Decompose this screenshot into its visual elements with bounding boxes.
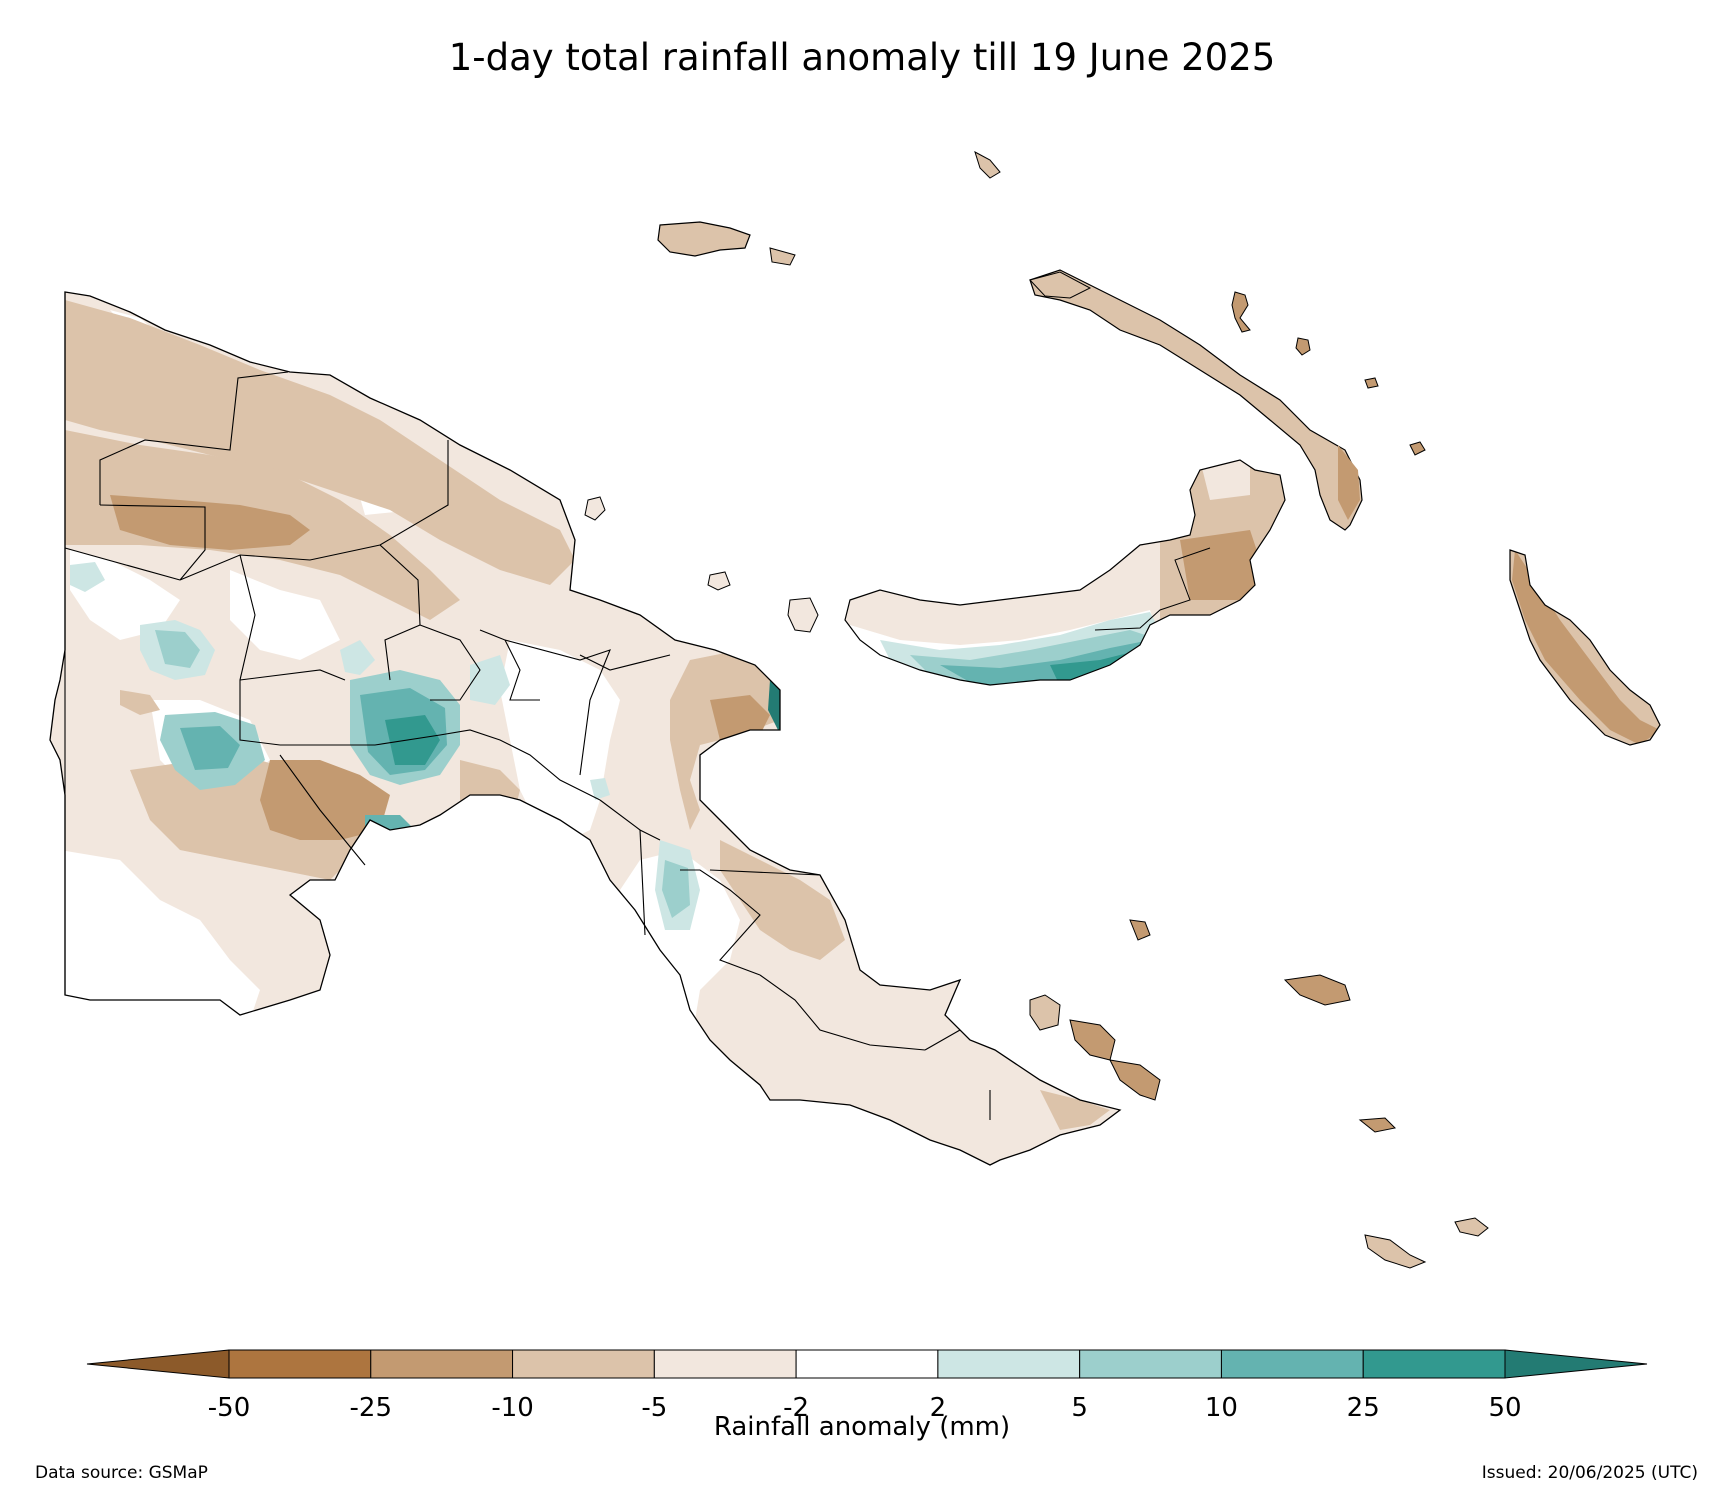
colorbar-tick-label: -5 <box>641 1393 667 1423</box>
new-ireland-brown <box>1338 445 1360 520</box>
colorbar-swatch <box>512 1349 655 1379</box>
tan-zone-madang <box>670 650 780 830</box>
mainland-outline <box>49 291 1122 1166</box>
colorbar-label: Rainfall anomaly (mm) <box>713 1412 1011 1442</box>
white-patch-hl2 <box>230 570 340 660</box>
brown-zone-madang <box>710 695 770 740</box>
blue-patch-enga-core <box>180 726 240 770</box>
tan-zone-morobe-coast <box>720 840 845 960</box>
mainland <box>49 291 1122 1166</box>
colorbar-tick-label: 5 <box>1071 1393 1088 1423</box>
colorbar-swatch <box>1079 1349 1222 1379</box>
new-ireland <box>1029 269 1363 531</box>
blue-patch-jiwaka <box>470 655 510 705</box>
white-zone-central <box>500 640 620 840</box>
colorbar-tick-label: -2 <box>783 1393 809 1423</box>
colorbar-swatch <box>795 1349 939 1379</box>
brown-zone-gulf <box>260 760 390 840</box>
map-title: 1-day total rainfall anomaly till 19 Jun… <box>448 36 1276 79</box>
blue-patch-north <box>340 640 375 675</box>
brown-band-sepik <box>110 495 310 550</box>
new-britain-outline <box>844 459 1286 686</box>
colorbar-ticks: -50 -25 -10 -5 -2 2 5 10 25 50 <box>208 1393 1522 1423</box>
blue-patch-hl-west-2 <box>155 630 200 668</box>
small-islands <box>584 150 1489 1269</box>
blue-patch-morobe-inland-2 <box>662 860 690 918</box>
nb-brown-east <box>1180 530 1265 600</box>
colorbar-swatch <box>228 1349 372 1379</box>
data-source-note: Data source: GSMaP <box>35 1463 208 1483</box>
tan-patch-sw <box>120 690 160 715</box>
blue-zone-highlands-core <box>385 715 440 765</box>
colorbar-swatches <box>86 1349 1648 1379</box>
blue-patch-west <box>70 562 105 592</box>
colorbar-extension-low <box>86 1349 230 1379</box>
colorbar-extension-high <box>1504 1349 1648 1379</box>
province-borders <box>64 292 991 1120</box>
colorbar-tick-label: 10 <box>1205 1393 1238 1423</box>
colorbar-swatch <box>370 1349 514 1379</box>
white-zone-southwest <box>60 850 260 1020</box>
blue-patch-sepik <box>590 778 610 800</box>
colorbar-swatch <box>937 1349 1081 1379</box>
colorbar-tick-label: -10 <box>491 1393 533 1423</box>
colorbar-tick-label: 2 <box>930 1393 947 1423</box>
colorbar-tick-label: -50 <box>208 1393 250 1423</box>
white-zone-morobe <box>620 850 760 1100</box>
colorbar-tick-label: 25 <box>1347 1393 1380 1423</box>
nb-blue-4 <box>1050 650 1140 685</box>
manus-island <box>657 221 796 266</box>
tan-band-northcoast <box>65 300 575 585</box>
nb-province-border <box>1094 547 1211 631</box>
tan-patch-se <box>1040 1090 1110 1130</box>
new-ireland-light <box>1029 271 1092 299</box>
bougainville-brown <box>1512 550 1660 745</box>
issued-date-note: Issued: 20/06/2025 (UTC) <box>1481 1463 1698 1483</box>
bougainville <box>1509 549 1661 746</box>
colorbar-swatch <box>653 1349 797 1379</box>
colorbar-tick-label: 50 <box>1488 1393 1521 1423</box>
colorbar-tick-label: -25 <box>350 1393 392 1423</box>
nb-tan-north <box>1200 460 1250 500</box>
colorbar-swatch <box>1220 1349 1364 1379</box>
colorbar-swatch <box>1362 1349 1506 1379</box>
